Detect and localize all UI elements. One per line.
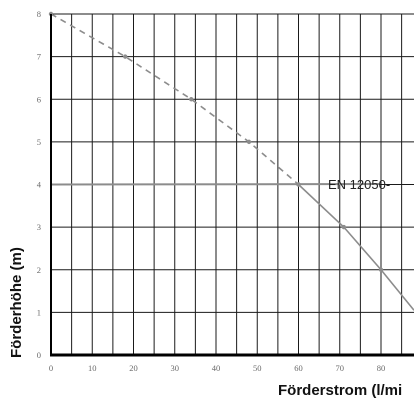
curves	[48, 11, 414, 311]
data-point	[123, 54, 128, 59]
x-tick-label: 30	[171, 363, 180, 373]
x-tick-label: 80	[377, 363, 386, 373]
y-tick-label: 0	[37, 350, 41, 360]
data-point	[189, 97, 194, 102]
y-tick-label: 6	[37, 94, 41, 104]
axes	[50, 14, 414, 357]
reference-line-group	[50, 183, 380, 186]
x-tick-label: 20	[129, 363, 138, 373]
x-tick-label: 10	[88, 363, 97, 373]
data-point	[246, 139, 252, 145]
y-tick-label: 8	[37, 9, 41, 19]
reference-line	[50, 183, 380, 186]
y-tick-label: 5	[37, 137, 41, 147]
x-axis-title: Förderstrom (l/mi	[278, 382, 402, 399]
y-tick-label: 4	[37, 180, 42, 190]
reference-line-label: EN 12050-	[328, 177, 390, 192]
x-tick-label: 70	[336, 363, 345, 373]
data-point	[378, 267, 384, 272]
x-tick-label: 40	[212, 363, 221, 373]
y-axis-title: Förderhöhe (m)	[8, 247, 25, 358]
y-tick-label: 1	[37, 307, 41, 317]
y-tick-label: 7	[37, 52, 41, 62]
curve-dashed	[50, 13, 300, 186]
y-tick-label: 3	[37, 222, 41, 232]
x-tick-label: 50	[253, 363, 262, 373]
x-tick-label: 60	[294, 363, 303, 373]
x-tick-label: 0	[49, 363, 53, 373]
y-tick-label: 2	[37, 265, 41, 275]
tick-labels: 0 10 20 30 40 50 60 70 80 0 1 2 3 4 5 6 7 8	[37, 9, 386, 373]
data-point	[341, 224, 347, 230]
data-point	[296, 182, 301, 187]
curve-solid	[297, 183, 414, 311]
